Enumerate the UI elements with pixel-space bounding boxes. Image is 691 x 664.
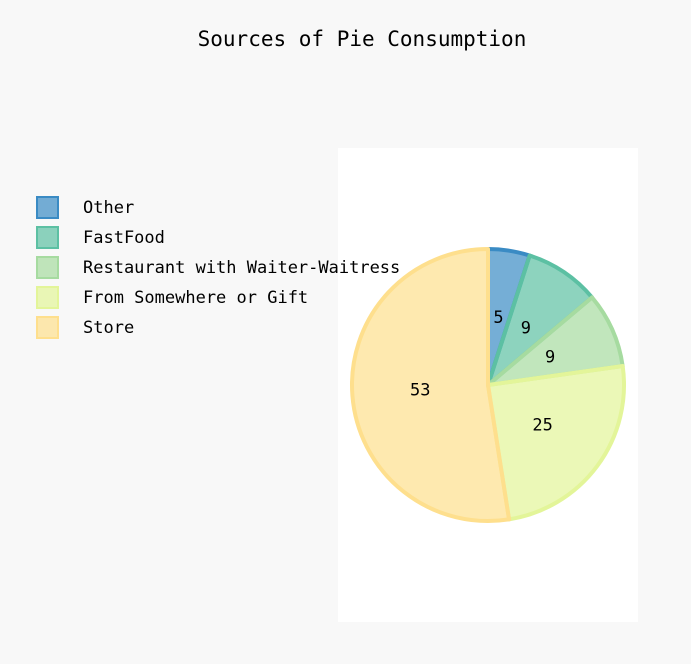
data-label: 9 xyxy=(521,319,531,339)
legend-label: From Somewhere or Gift xyxy=(83,288,308,308)
legend-label: Restaurant with Waiter-Waitress xyxy=(83,258,400,278)
data-label: 9 xyxy=(545,347,555,367)
legend-label: Other xyxy=(83,198,134,218)
legend-swatch xyxy=(36,316,59,339)
legend-label: Store xyxy=(83,318,134,338)
data-label: 25 xyxy=(532,415,552,435)
legend-swatch xyxy=(36,196,59,219)
chart-title: Sources of Pie Consumption xyxy=(198,27,527,51)
pie-slice xyxy=(350,247,512,523)
data-label: 5 xyxy=(493,308,503,328)
legend-swatch xyxy=(36,286,59,309)
pie-slice xyxy=(486,364,626,522)
data-label: 53 xyxy=(410,380,430,400)
legend-label: FastFood xyxy=(83,228,165,248)
legend-swatch xyxy=(36,226,59,249)
legend-swatch xyxy=(36,256,59,279)
